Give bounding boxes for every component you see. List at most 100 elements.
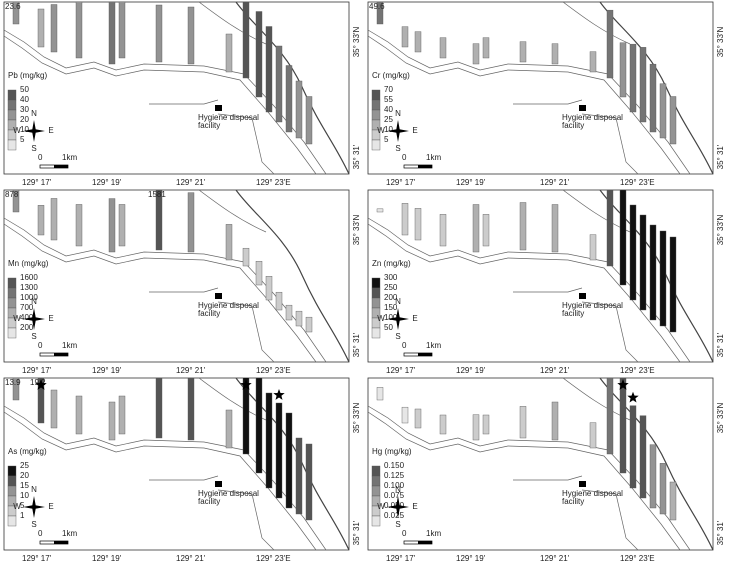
value-label: 13.9 [5, 378, 21, 387]
longitude-label: 129° 23'E [256, 178, 291, 187]
concentration-bar [414, 408, 422, 429]
scale-label: 0 [402, 153, 407, 162]
compass-rose [23, 120, 45, 142]
legend-swatch [7, 515, 17, 527]
legend-title: Cr (mg/kg) [372, 71, 410, 80]
concentration-bar [414, 208, 422, 241]
compass-letter: W [13, 314, 21, 323]
concentration-bar [606, 9, 614, 79]
concentration-bar [414, 31, 422, 53]
compass-letter: S [31, 144, 36, 153]
concentration-bar [225, 224, 233, 261]
concentration-bar [75, 2, 83, 59]
concentration-bar [187, 192, 195, 253]
concentration-bar [439, 37, 447, 59]
longitude-label: 129° 23'E [620, 366, 655, 375]
road [562, 2, 631, 45]
longitude-label: 129° 23'E [620, 554, 655, 563]
concentration-bar [519, 202, 527, 251]
concentration-bar [295, 310, 303, 327]
scale-bar-fill [54, 165, 68, 168]
scale-bar-fill [54, 353, 68, 356]
legend-label: 50 [20, 85, 29, 94]
legend-label: 200 [384, 293, 398, 302]
compass-letter: N [31, 297, 37, 306]
concentration-bar [589, 422, 597, 449]
legend-label: 30 [20, 105, 29, 114]
coastline [599, 378, 713, 550]
concentration-bar [589, 51, 597, 73]
facility-label: Hygiene disposal [198, 301, 259, 310]
longitude-label: 129° 21' [176, 178, 206, 187]
concentration-bar [629, 43, 637, 113]
river-bank [4, 223, 317, 362]
coastline [235, 190, 349, 362]
concentration-bar [265, 276, 273, 301]
compass-rose [387, 308, 409, 330]
concentration-bar [108, 198, 116, 253]
legend-swatch [371, 109, 381, 121]
legend-title: Hg (mg/kg) [372, 447, 412, 456]
channel [149, 99, 275, 174]
concentration-bar [305, 316, 313, 333]
legend-label: 40 [384, 105, 393, 114]
value-label: 49.6 [369, 2, 385, 11]
compass-letter: S [395, 144, 400, 153]
legend-swatch [7, 297, 17, 309]
facility-label: facility [562, 497, 584, 506]
channel [149, 287, 275, 362]
concentration-bar [50, 389, 58, 429]
compass-letter: E [412, 126, 417, 135]
facility-label: Hygiene disposal [198, 489, 259, 498]
legend-label: 1300 [20, 283, 38, 292]
concentration-bar [37, 378, 45, 424]
concentration-bar [37, 8, 45, 48]
legend-swatch [7, 327, 17, 339]
concentration-bar [439, 414, 447, 435]
longitude-label: 129° 21' [540, 366, 570, 375]
scale-label: 1km [426, 529, 441, 538]
scale-label: 1km [62, 153, 77, 162]
longitude-label: 129° 21' [176, 366, 206, 375]
longitude-label: 129° 17' [386, 554, 416, 563]
legend-title: Zn (mg/kg) [372, 259, 411, 268]
compass-letter: W [13, 126, 21, 135]
star-marker [273, 389, 285, 400]
river-bank [368, 35, 681, 174]
concentration-bar [285, 304, 293, 321]
legend-label: 150 [384, 303, 398, 312]
legend-label: 0.050 [384, 501, 405, 510]
concentration-bar [155, 4, 163, 63]
star-marker [240, 379, 252, 390]
concentration-bar [118, 395, 126, 435]
concentration-bar [295, 437, 303, 515]
legend-label: 25 [20, 461, 29, 470]
legend-swatch [7, 277, 17, 289]
star-marker [627, 391, 639, 403]
compass-rose [387, 120, 409, 142]
concentration-bar [118, 2, 126, 59]
compass-rose [23, 308, 45, 330]
facility-marker [215, 481, 222, 487]
river-bank [368, 411, 681, 550]
legend-swatch [7, 109, 17, 121]
concentration-bar [242, 378, 250, 455]
concentration-bar [265, 26, 273, 113]
longitude-label: 129° 19' [92, 366, 122, 375]
concentration-bar [285, 65, 293, 133]
legend-label: 10 [384, 125, 393, 134]
facility-label: Hygiene disposal [198, 113, 259, 122]
river-bank [4, 411, 317, 550]
legend-label: 1 [20, 511, 25, 520]
scale-bar-fill [418, 165, 432, 168]
legend-label: 400 [20, 313, 34, 322]
concentration-bar [118, 204, 126, 247]
legend-title: Pb (mg/kg) [8, 71, 47, 80]
legend-label: 50 [384, 323, 393, 332]
legend-label: 5 [20, 135, 25, 144]
legend-swatch [7, 485, 17, 497]
scale-label: 1km [426, 153, 441, 162]
